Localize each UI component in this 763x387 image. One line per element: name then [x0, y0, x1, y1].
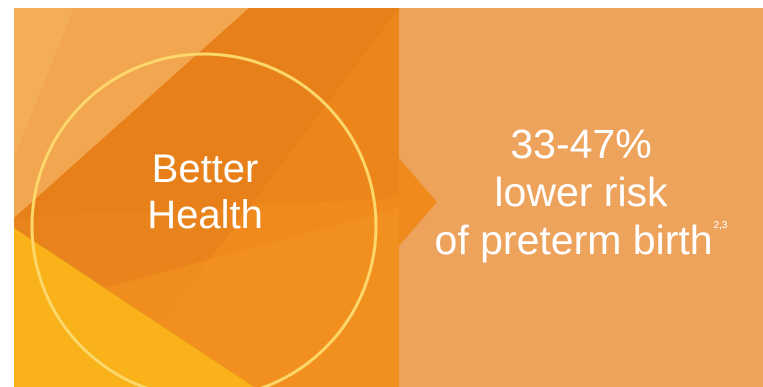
dark-wedge-shape [14, 8, 399, 218]
footnote-reference: 2,3 [713, 220, 728, 231]
better-health-heading: Better Health [14, 146, 396, 238]
orange-lower-shape [104, 208, 399, 387]
heading-line-2: Health [147, 193, 263, 237]
geometric-background [14, 8, 399, 387]
arrow-pointer-icon [399, 158, 437, 246]
stat-line-preterm-text: of preterm birth [434, 217, 713, 263]
right-stat-panel [399, 8, 763, 387]
stat-text-block: 33-47% lower risk of preterm birth2,3 [399, 120, 763, 264]
stat-line-preterm: of preterm birth2,3 [399, 216, 763, 264]
left-graphic-panel: Better Health [14, 8, 399, 387]
stat-range-value: 33-47% [510, 121, 652, 167]
heading-line-1: Better [151, 147, 259, 191]
circle-outline-icon [30, 52, 378, 387]
stat-line-lower-risk: lower risk [494, 169, 668, 215]
